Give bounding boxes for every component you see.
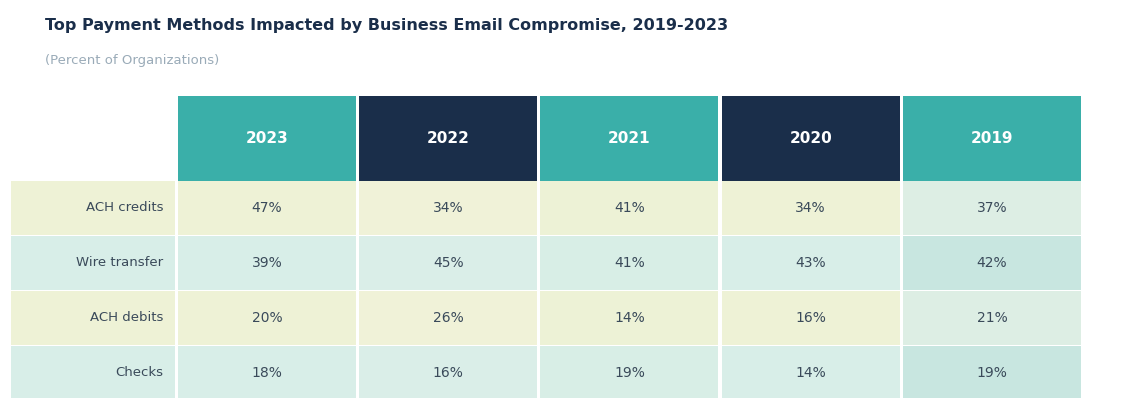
Text: 2020: 2020: [789, 131, 832, 146]
Text: 42%: 42%: [976, 256, 1008, 270]
Text: 19%: 19%: [614, 366, 645, 380]
Text: 43%: 43%: [795, 256, 826, 270]
Text: 19%: 19%: [976, 366, 1008, 380]
Text: 2021: 2021: [608, 131, 651, 146]
Text: 2023: 2023: [245, 131, 288, 146]
Text: 18%: 18%: [251, 366, 283, 380]
Text: 26%: 26%: [432, 311, 464, 325]
Text: 20%: 20%: [251, 311, 283, 325]
Text: 41%: 41%: [614, 201, 645, 215]
Text: 47%: 47%: [251, 201, 283, 215]
Text: 39%: 39%: [251, 256, 283, 270]
Text: 14%: 14%: [795, 366, 826, 380]
Text: ACH debits: ACH debits: [90, 311, 163, 324]
Text: (Percent of Organizations): (Percent of Organizations): [45, 54, 220, 67]
Text: Top Payment Methods Impacted by Business Email Compromise, 2019-2023: Top Payment Methods Impacted by Business…: [45, 18, 729, 33]
Text: 41%: 41%: [614, 256, 645, 270]
Text: 2019: 2019: [971, 131, 1013, 146]
Text: 21%: 21%: [976, 311, 1008, 325]
Text: 45%: 45%: [432, 256, 464, 270]
Text: ACH credits: ACH credits: [86, 201, 163, 215]
Text: 14%: 14%: [614, 311, 645, 325]
Text: 2022: 2022: [427, 131, 470, 146]
Text: 37%: 37%: [976, 201, 1008, 215]
Text: 16%: 16%: [432, 366, 464, 380]
Text: 34%: 34%: [795, 201, 826, 215]
Text: Checks: Checks: [115, 366, 163, 379]
Text: 34%: 34%: [432, 201, 464, 215]
Text: 16%: 16%: [795, 311, 826, 325]
Text: Wire transfer: Wire transfer: [77, 256, 163, 269]
